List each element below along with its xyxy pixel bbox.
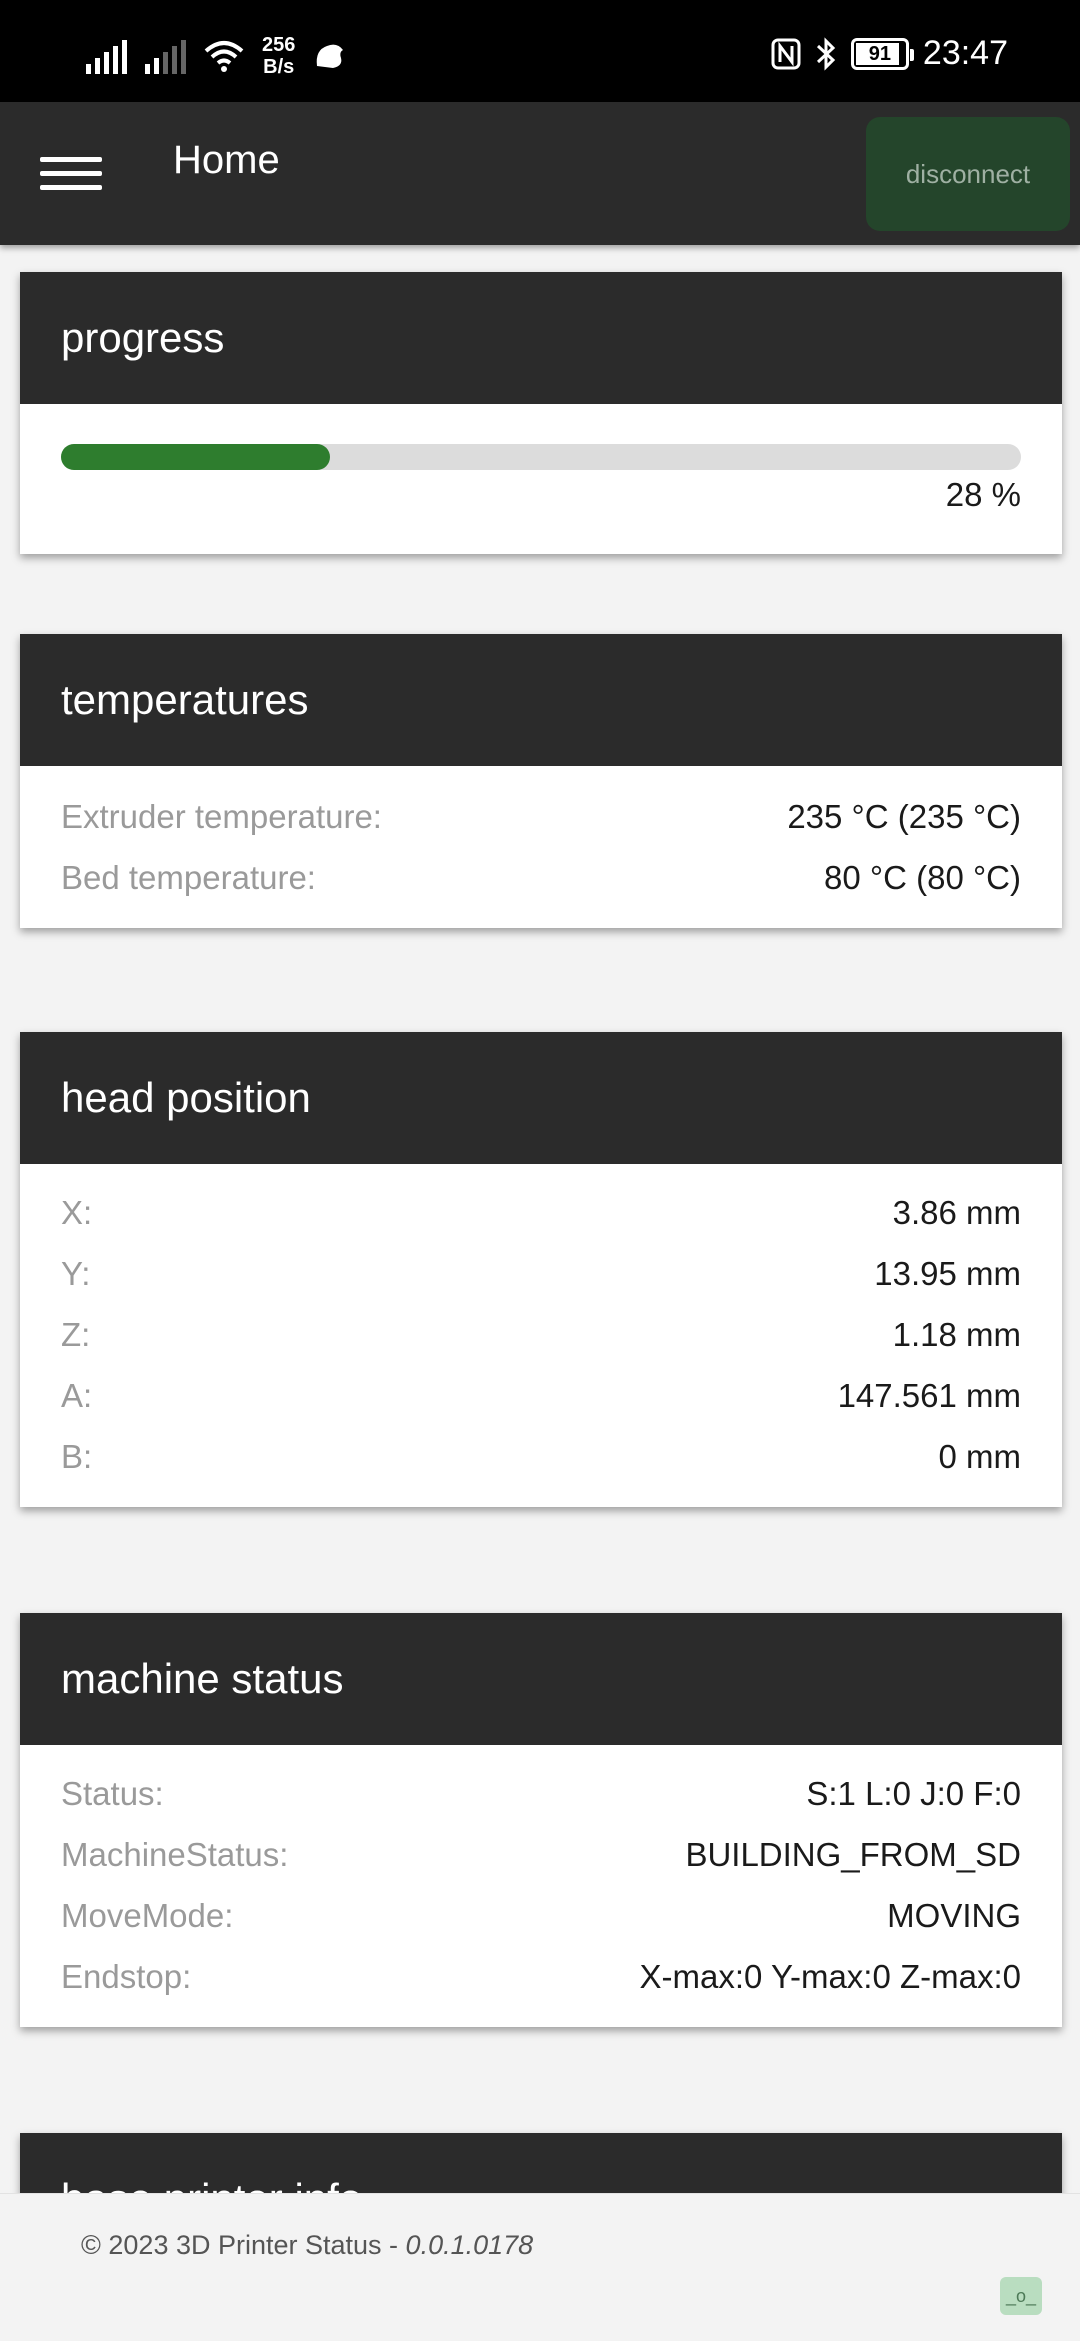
disconnect-button[interactable]: disconnect xyxy=(866,117,1070,231)
row-value: 80 °C (80 °C) xyxy=(824,859,1021,896)
row-value: 13.95 mm xyxy=(874,1255,1021,1292)
net-speed: 256 B/s xyxy=(262,34,295,78)
clock: 23:47 xyxy=(922,34,1008,72)
status-bar-left: 256 B/s xyxy=(86,34,347,78)
machine-status-card-body: Status: S:1 L:0 J:0 F:0 MachineStatus: B… xyxy=(20,1745,1062,2027)
progress-percent: 28 % xyxy=(945,476,1021,513)
progress-bar xyxy=(61,444,1021,470)
position-b-row: B: 0 mm xyxy=(61,1426,1021,1487)
head-position-card: head position X: 3.86 mm Y: 13.95 mm Z: … xyxy=(20,1032,1062,1507)
endstop-row: Endstop: X-max:0 Y-max:0 Z-max:0 xyxy=(61,1946,1021,2007)
wifi-icon xyxy=(204,41,244,72)
footer: © 2023 3D Printer Status - 0.0.1.0178 _o… xyxy=(0,2193,1080,2341)
row-value: 235 °C (235 °C) xyxy=(787,798,1021,835)
row-value: 0 mm xyxy=(938,1438,1022,1475)
row-label: Status: xyxy=(61,1775,164,1812)
menu-icon[interactable] xyxy=(40,157,102,191)
battery-icon: 91 xyxy=(850,37,914,70)
move-mode-row: MoveMode: MOVING xyxy=(61,1885,1021,1946)
page-title: Home xyxy=(173,138,280,182)
head-position-card-body: X: 3.86 mm Y: 13.95 mm Z: 1.18 mm A: 147… xyxy=(20,1164,1062,1507)
row-label: Y: xyxy=(61,1255,91,1292)
row-label: Endstop: xyxy=(61,1958,192,1995)
row-label: MachineStatus: xyxy=(61,1836,289,1873)
footer-text: © 2023 3D Printer Status - 0.0.1.0178 xyxy=(81,2230,533,2261)
row-label: MoveMode: xyxy=(61,1897,234,1934)
position-z-row: Z: 1.18 mm xyxy=(61,1304,1021,1365)
status-row: Status: S:1 L:0 J:0 F:0 xyxy=(61,1763,1021,1824)
head-position-card-title: head position xyxy=(20,1032,1062,1164)
position-x-row: X: 3.86 mm xyxy=(61,1182,1021,1243)
row-label: X: xyxy=(61,1194,93,1231)
progress-card-title: progress xyxy=(20,272,1062,404)
progress-card: progress 28 % xyxy=(20,272,1062,554)
row-label: A: xyxy=(61,1377,93,1414)
position-a-row: A: 147.561 mm xyxy=(61,1365,1021,1426)
row-value: S:1 L:0 J:0 F:0 xyxy=(806,1775,1021,1812)
copyright: © 2023 3D Printer Status - xyxy=(81,2230,406,2260)
row-label: Z: xyxy=(61,1316,91,1353)
position-y-row: Y: 13.95 mm xyxy=(61,1243,1021,1304)
bed-temp-row: Bed temperature: 80 °C (80 °C) xyxy=(61,847,1021,908)
temperatures-card: temperatures Extruder temperature: 235 °… xyxy=(20,634,1062,928)
machine-status-card-title: machine status xyxy=(20,1613,1062,1745)
row-value: MOVING xyxy=(887,1897,1021,1934)
row-label: Extruder temperature: xyxy=(61,798,382,835)
row-value: 1.18 mm xyxy=(892,1316,1021,1353)
row-value: 147.561 mm xyxy=(837,1377,1021,1414)
temperatures-card-body: Extruder temperature: 235 °C (235 °C) Be… xyxy=(20,766,1062,928)
status-bar-right: 91 23:47 xyxy=(771,34,1008,73)
signal-icon xyxy=(86,38,127,74)
temperatures-card-title: temperatures xyxy=(20,634,1062,766)
signal-2-icon xyxy=(145,38,186,74)
row-value: BUILDING_FROM_SD xyxy=(685,1836,1021,1873)
row-label: Bed temperature: xyxy=(61,859,316,896)
machine-status-card: machine status Status: S:1 L:0 J:0 F:0 M… xyxy=(20,1613,1062,2027)
extruder-temp-row: Extruder temperature: 235 °C (235 °C) xyxy=(61,786,1021,847)
net-speed-unit: B/s xyxy=(263,56,295,78)
machine-status-row: MachineStatus: BUILDING_FROM_SD xyxy=(61,1824,1021,1885)
feedback-badge[interactable]: _o_ xyxy=(1000,2277,1042,2315)
progress-bar-fill xyxy=(61,444,330,470)
status-bar: 256 B/s 91 23:47 xyxy=(0,0,1080,102)
row-value: X-max:0 Y-max:0 Z-max:0 xyxy=(639,1958,1021,1995)
bluetooth-icon xyxy=(816,36,836,71)
nfc-icon xyxy=(771,38,801,69)
row-label: B: xyxy=(61,1438,93,1475)
app-version: 0.0.1.0178 xyxy=(405,2230,534,2260)
app-bar: Home disconnect xyxy=(0,102,1080,245)
net-speed-value: 256 xyxy=(262,34,296,56)
progress-card-body: 28 % xyxy=(20,404,1062,554)
row-value: 3.86 mm xyxy=(892,1194,1021,1231)
notification-bird-icon xyxy=(317,44,344,68)
